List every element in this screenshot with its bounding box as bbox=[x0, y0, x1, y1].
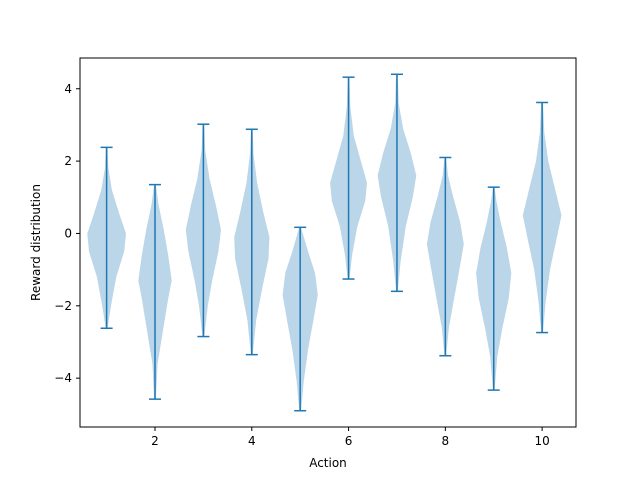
x-tick-label: 2 bbox=[151, 434, 159, 448]
violin-action-4 bbox=[234, 128, 270, 356]
violin-action-5 bbox=[282, 226, 318, 412]
violin-action-8 bbox=[426, 156, 464, 357]
x-axis-ticks: 2 4 6 8 10 bbox=[151, 427, 550, 448]
x-tick-label: 10 bbox=[534, 434, 549, 448]
y-tick-label: −4 bbox=[54, 371, 72, 385]
plot-frame bbox=[79, 57, 577, 428]
violin-action-1 bbox=[87, 146, 126, 329]
y-axis-label: Reward distribution bbox=[29, 184, 43, 301]
violin-action-7 bbox=[377, 73, 417, 293]
x-tick-label: 8 bbox=[442, 434, 450, 448]
violin-action-9 bbox=[476, 186, 512, 391]
y-tick-label: −2 bbox=[54, 299, 72, 313]
y-tick-label: 4 bbox=[64, 82, 72, 96]
y-tick-label: 0 bbox=[64, 226, 72, 240]
violin-action-2 bbox=[138, 183, 172, 400]
y-axis-ticks: −4 −2 0 2 4 bbox=[54, 82, 80, 385]
violin-action-6 bbox=[330, 76, 367, 280]
y-tick-label: 2 bbox=[64, 154, 72, 168]
x-tick-label: 4 bbox=[248, 434, 256, 448]
x-tick-label: 6 bbox=[345, 434, 353, 448]
violin-action-10 bbox=[522, 101, 562, 334]
x-axis-label: Action bbox=[309, 456, 347, 470]
violin-group bbox=[87, 73, 562, 412]
violin-action-3 bbox=[185, 123, 221, 338]
